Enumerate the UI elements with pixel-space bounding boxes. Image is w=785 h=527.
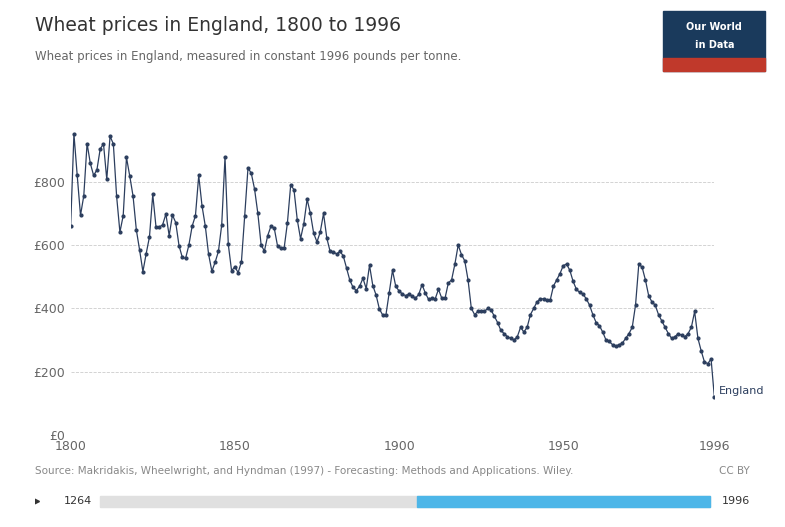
Text: in Data: in Data: [695, 40, 734, 50]
Text: Source: Makridakis, Wheelwright, and Hyndman (1997) - Forecasting: Methods and A: Source: Makridakis, Wheelwright, and Hyn…: [35, 466, 574, 476]
Bar: [417, 495, 710, 507]
Text: CC BY: CC BY: [719, 466, 750, 476]
Text: Wheat prices in England, measured in constant 1996 pounds per tonne.: Wheat prices in England, measured in con…: [35, 50, 462, 63]
Text: 1996: 1996: [721, 496, 750, 506]
Text: 1264: 1264: [64, 496, 92, 506]
Bar: [100, 495, 710, 507]
Text: Our World: Our World: [686, 22, 743, 32]
Bar: [663, 58, 765, 71]
Text: England: England: [719, 386, 765, 396]
Text: Wheat prices in England, 1800 to 1996: Wheat prices in England, 1800 to 1996: [35, 16, 401, 35]
